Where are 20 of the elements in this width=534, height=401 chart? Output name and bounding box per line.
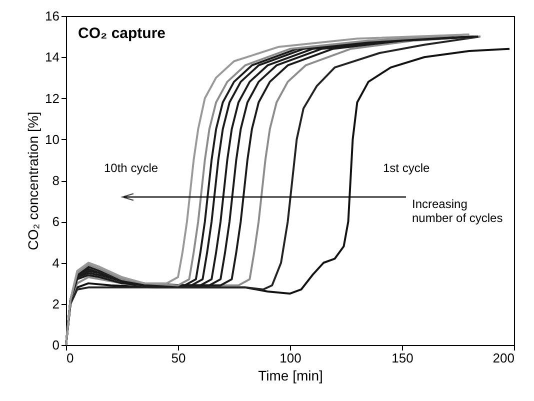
y-tick-label: 2 [52, 296, 60, 312]
y-tick-label: 4 [52, 255, 60, 270]
annotation: 10th cycle [104, 161, 158, 175]
x-tick-label: 0 [66, 350, 74, 366]
y-tick-label: 8 [52, 173, 60, 188]
y-tick-label: 6 [52, 214, 60, 230]
annotation: CO₂ capture [78, 25, 166, 42]
y-tick-label: 14 [45, 50, 60, 65]
y-tick-label: 16 [45, 8, 60, 24]
annotation: Increasing number of cycles [412, 197, 503, 225]
x-tick-label: 50 [171, 350, 186, 366]
y-tick-label: 10 [45, 132, 60, 147]
y-axis-title: CO₂ concentration [%] [25, 112, 42, 250]
annotation: 1st cycle [383, 161, 430, 175]
x-tick-label: 200 [492, 350, 514, 366]
x-tick-label: 100 [280, 350, 302, 366]
x-axis-title: Time [min] [258, 368, 323, 384]
x-tick-label: 150 [392, 350, 414, 366]
y-tick-label: 12 [45, 90, 60, 106]
y-tick-label: 0 [52, 338, 60, 352]
